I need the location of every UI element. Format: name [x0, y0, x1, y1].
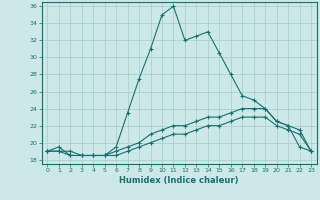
X-axis label: Humidex (Indice chaleur): Humidex (Indice chaleur): [119, 176, 239, 185]
